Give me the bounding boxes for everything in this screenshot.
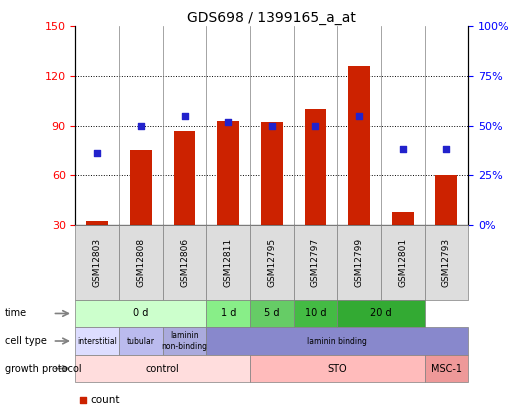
Text: 10 d: 10 d — [304, 309, 326, 318]
Title: GDS698 / 1399165_a_at: GDS698 / 1399165_a_at — [187, 11, 356, 25]
Text: GSM12795: GSM12795 — [267, 238, 276, 287]
Text: 20 d: 20 d — [370, 309, 391, 318]
Point — [441, 146, 449, 153]
Point — [267, 122, 275, 129]
Text: GSM12808: GSM12808 — [136, 238, 145, 287]
Bar — [130, 150, 152, 225]
Text: STO: STO — [327, 364, 347, 373]
Text: GSM12811: GSM12811 — [223, 238, 232, 287]
Bar — [86, 222, 108, 225]
Bar — [217, 121, 239, 225]
Text: interstitial: interstitial — [77, 337, 117, 345]
Point — [223, 118, 232, 125]
Bar — [391, 211, 413, 225]
Bar — [261, 122, 282, 225]
Bar — [435, 175, 457, 225]
Text: GSM12793: GSM12793 — [441, 238, 450, 287]
Text: GSM12801: GSM12801 — [398, 238, 406, 287]
Point — [398, 146, 406, 153]
Text: 1 d: 1 d — [220, 309, 236, 318]
Bar — [348, 66, 370, 225]
Point — [354, 113, 362, 119]
Text: time: time — [5, 309, 27, 318]
Text: GSM12799: GSM12799 — [354, 238, 363, 287]
Text: MSC-1: MSC-1 — [430, 364, 461, 373]
Bar — [173, 130, 195, 225]
Point — [180, 113, 188, 119]
Text: laminin binding: laminin binding — [307, 337, 366, 345]
Point — [311, 122, 319, 129]
Text: growth protocol: growth protocol — [5, 364, 81, 373]
Text: GSM12797: GSM12797 — [310, 238, 319, 287]
Text: 0 d: 0 d — [133, 309, 148, 318]
Bar — [304, 109, 326, 225]
Text: GSM12803: GSM12803 — [93, 238, 102, 287]
Text: control: control — [146, 364, 179, 373]
Text: cell type: cell type — [5, 336, 47, 346]
Point — [79, 396, 87, 403]
Point — [136, 122, 145, 129]
Text: 5 d: 5 d — [264, 309, 279, 318]
Point — [93, 150, 101, 157]
Text: laminin
non-binding: laminin non-binding — [161, 331, 207, 351]
Text: count: count — [91, 395, 120, 405]
Text: tubular: tubular — [127, 337, 155, 345]
Text: GSM12806: GSM12806 — [180, 238, 189, 287]
